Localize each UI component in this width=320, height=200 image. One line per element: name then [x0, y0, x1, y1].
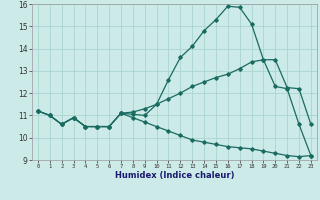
- X-axis label: Humidex (Indice chaleur): Humidex (Indice chaleur): [115, 171, 234, 180]
